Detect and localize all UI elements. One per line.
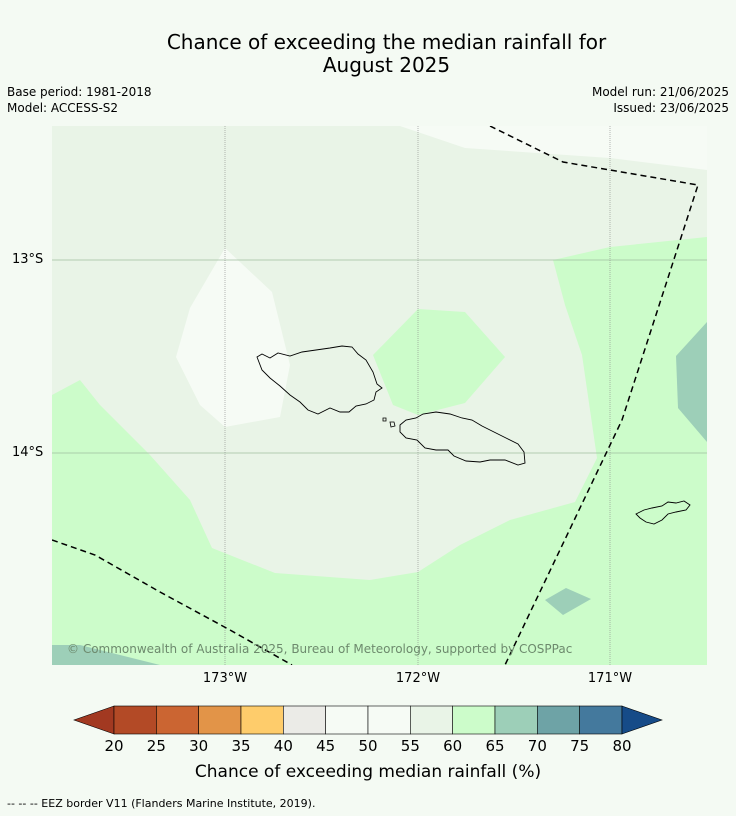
colorbar-swatch-20-25 xyxy=(113,705,157,735)
colorbar-swatch-65-70 xyxy=(494,705,538,735)
region-45-50-west xyxy=(176,248,290,427)
region-60-65-center xyxy=(373,309,505,415)
colorbar-tick-30: 30 xyxy=(189,737,209,755)
island-upolu xyxy=(399,411,526,466)
eez-border-north xyxy=(489,126,699,665)
model-run: Model run: 21/06/2025 xyxy=(591,85,729,99)
colorbar-label: Chance of exceeding median rainfall (%) xyxy=(194,762,542,782)
title-line-2: August 2025 xyxy=(322,53,451,77)
copyright-notice: © Commonwealth of Australia 2025, Bureau… xyxy=(67,642,573,656)
island-apolima xyxy=(389,421,396,428)
colorbar-swatch-55-60 xyxy=(410,705,453,735)
meta-right: Model run: 21/06/2025 Issued: 23/06/2025 xyxy=(592,84,729,116)
lon-label-171w: 171°W xyxy=(587,671,633,686)
colorbar-tick-50: 50 xyxy=(358,737,378,755)
colorbar-tick-40: 40 xyxy=(273,737,293,755)
colorbar-extend-low xyxy=(73,705,115,735)
base-period: Base period: 1981-2018 xyxy=(7,85,152,99)
colorbar-swatch-30-35 xyxy=(198,705,242,735)
region-65-70-small xyxy=(545,588,591,615)
colorbar-tick-65: 65 xyxy=(485,737,505,755)
island-manono xyxy=(382,417,387,422)
colorbar-tick-70: 70 xyxy=(527,737,547,755)
colorbar-swatch-45-50 xyxy=(325,705,369,735)
colorbar-tick-75: 75 xyxy=(570,737,590,755)
region-45-50-top-right xyxy=(400,126,707,170)
colorbar-tick-60: 60 xyxy=(443,737,463,755)
colorbar-tick-20: 20 xyxy=(104,737,124,755)
model-name: Model: ACCESS-S2 xyxy=(7,101,119,115)
colorbar-swatch-35-40 xyxy=(240,705,284,735)
colorbar-swatch-50-55 xyxy=(367,705,411,735)
colorbar-tick-35: 35 xyxy=(231,737,251,755)
colorbar-swatch-25-30 xyxy=(156,705,199,735)
colorbar-tick-55: 55 xyxy=(400,737,420,755)
meta-left: Base period: 1981-2018 Model: ACCESS-S2 xyxy=(7,84,152,116)
colorbar-tick-25: 25 xyxy=(146,737,166,755)
lon-label-173w: 173°W xyxy=(202,671,248,686)
colorbar-tick-80: 80 xyxy=(612,737,632,755)
map-area xyxy=(52,126,707,665)
colorbar-swatch-60-65 xyxy=(452,705,496,735)
region-60-65-main xyxy=(52,237,707,665)
region-65-70-east xyxy=(676,322,707,442)
island-savaii xyxy=(256,345,383,415)
colorbar-extend-high xyxy=(621,705,663,735)
lat-label-13s: 13°S xyxy=(12,252,44,267)
colorbar-swatch-40-45 xyxy=(283,705,326,735)
region-65-70-southwest xyxy=(52,645,160,665)
colorbar-tick-45: 45 xyxy=(316,737,336,755)
lon-label-172w: 172°W xyxy=(395,671,441,686)
lat-label-14s: 14°S xyxy=(12,445,44,460)
map-title: Chance of exceeding the median rainfall … xyxy=(0,31,736,77)
eez-footnote: -- -- -- EEZ border V11 (Flanders Marine… xyxy=(7,797,316,810)
colorbar-swatch-70-75 xyxy=(537,705,580,735)
island-tutuila xyxy=(635,500,691,525)
issued-date: Issued: 23/06/2025 xyxy=(613,101,729,115)
eez-border-southwest xyxy=(52,539,293,665)
title-line-1: Chance of exceeding the median rainfall … xyxy=(166,30,607,54)
colorbar-swatch-75-80 xyxy=(579,705,623,735)
colorbar xyxy=(73,705,663,735)
